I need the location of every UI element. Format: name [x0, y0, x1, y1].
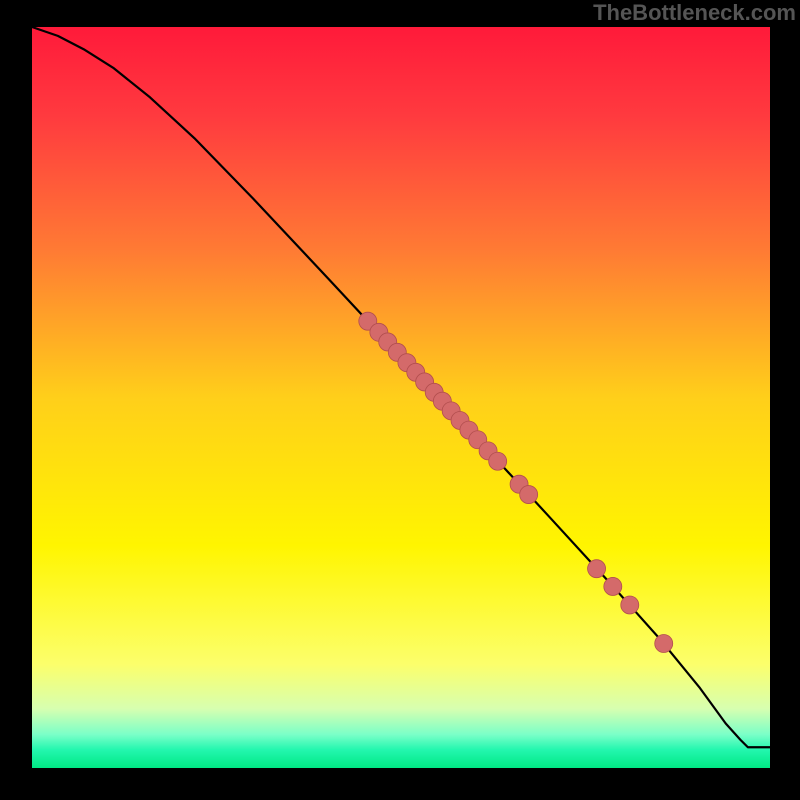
bottleneck-chart-svg	[0, 0, 800, 800]
watermark-text: TheBottleneck.com	[593, 0, 796, 26]
curve-marker	[588, 560, 606, 578]
curve-marker	[604, 577, 622, 595]
curve-marker	[489, 452, 507, 470]
curve-marker	[621, 596, 639, 614]
plot-background	[32, 27, 770, 768]
curve-marker	[520, 486, 538, 504]
chart-stage: TheBottleneck.com	[0, 0, 800, 800]
curve-marker	[655, 635, 673, 653]
